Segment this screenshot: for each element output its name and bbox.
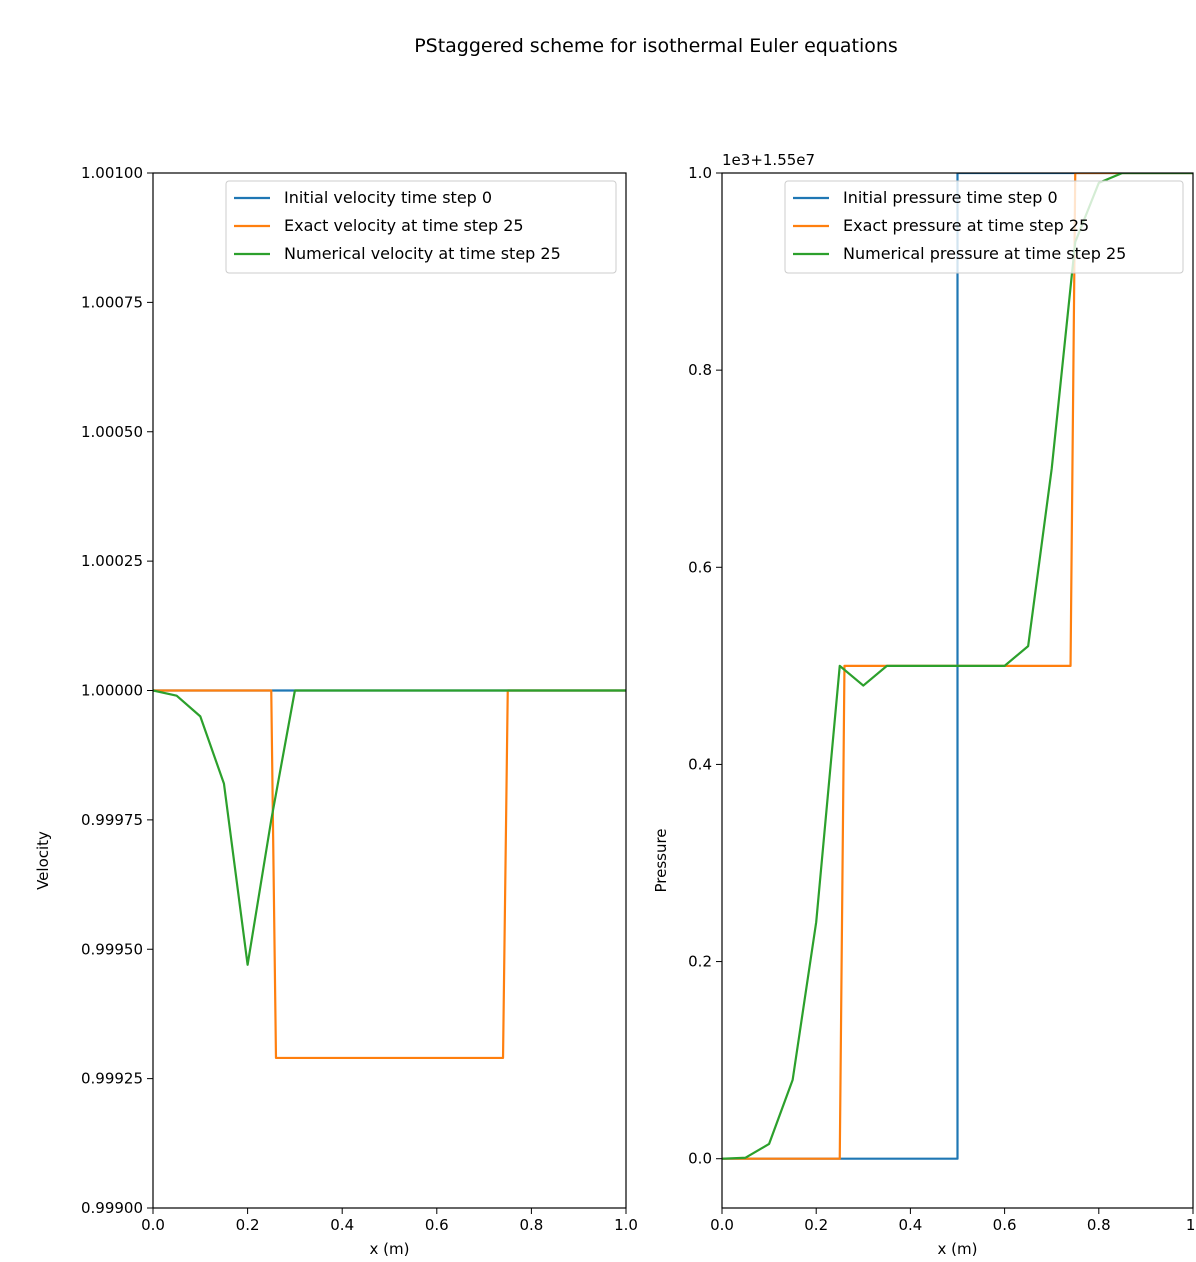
legend-label: Exact velocity at time step 25 [284, 216, 524, 235]
x-tick-label: 0.2 [804, 1216, 828, 1234]
series-lines [153, 689, 626, 1060]
series-line-1 [153, 689, 626, 1060]
y-tick-label: 0.99925 [81, 1070, 143, 1088]
y-offset-text: 1e3+1.55e7 [722, 151, 815, 169]
axes-frame [721, 172, 1194, 1209]
x-tick-label: 0.8 [1087, 1216, 1111, 1234]
legend-box [784, 180, 1184, 274]
legend-label: Initial velocity time step 0 [284, 188, 492, 207]
x-tick-label: 0.0 [710, 1216, 734, 1234]
figure-title: PStaggered scheme for isothermal Euler e… [414, 35, 898, 57]
y-axis-label: Pressure [652, 828, 670, 892]
y-axis-label: Velocity [34, 831, 52, 890]
y-tick-label: 0.99950 [81, 940, 143, 958]
x-tick-label: 0.2 [236, 1216, 260, 1234]
y-tick-label: 1.00100 [81, 164, 143, 182]
x-axis-label: x (m) [938, 1240, 978, 1258]
series-lines [722, 173, 1193, 1160]
x-tick-label: 0.8 [519, 1216, 543, 1234]
legend: Initial pressure time step 0 Exact pressu… [784, 180, 1184, 274]
y-tick-label: 1.00050 [81, 423, 143, 441]
legend-label: Initial pressure time step 0 [843, 188, 1058, 207]
y-tick-label: 0.4 [688, 755, 712, 773]
velocity-plot: 0.0 0.2 0.4 0.6 0.8 1.0 0.99900 0.99925 0.99950 0… [34, 164, 638, 1258]
series-line-2 [722, 173, 1193, 1160]
y-tick-label: 1.00000 [81, 682, 143, 700]
x-tick-label: 0.0 [141, 1216, 165, 1234]
legend: Initial velocity time step 0 Exact veloci… [225, 180, 617, 274]
x-tick-label: 0.6 [993, 1216, 1017, 1234]
x-tick-label: 0.4 [898, 1216, 922, 1234]
y-tick-label: 0.0 [688, 1150, 712, 1168]
y-tick-label: 0.2 [688, 953, 712, 971]
y-tick-label: 0.8 [688, 361, 712, 379]
y-tick-label: 1.00075 [81, 293, 143, 311]
legend-label: Numerical pressure at time step 25 [843, 244, 1126, 263]
y-tick-label: 0.99975 [81, 811, 143, 829]
series-line-2 [153, 689, 626, 966]
x-tick-label: 0.4 [330, 1216, 354, 1234]
y-tick-label: 1.0 [688, 164, 712, 182]
x-tick-label: 1. [1186, 1216, 1196, 1234]
legend-box [225, 180, 617, 274]
legend-label: Exact pressure at time step 25 [843, 216, 1089, 235]
legend-label: Numerical velocity at time step 25 [284, 244, 561, 263]
pressure-plot: 0.0 0.2 0.4 0.6 0.8 1. 0.0 0.2 0.4 0.6 0.8 1.0 1e3+1… [652, 151, 1196, 1258]
x-axis-label: x (m) [370, 1240, 410, 1258]
y-tick-label: 1.00025 [81, 552, 143, 570]
x-tick-label: 0.6 [425, 1216, 449, 1234]
x-tick-label: 1.0 [614, 1216, 638, 1234]
y-tick-label: 0.99900 [81, 1199, 143, 1217]
y-tick-label: 0.6 [688, 558, 712, 576]
